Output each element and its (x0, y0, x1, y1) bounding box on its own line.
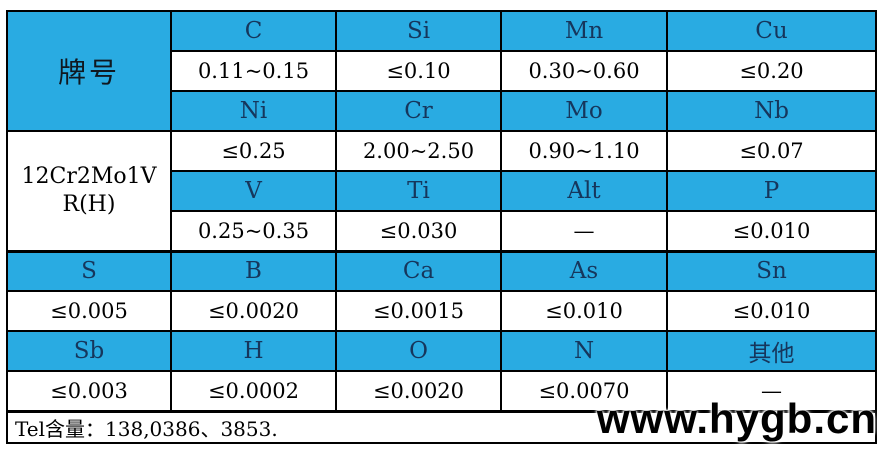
header-cell-ti: Ti (335, 170, 502, 212)
table-row-headers-2: Ni Cr Mo Nb (7, 90, 877, 132)
header-cell-p: P (666, 170, 877, 212)
value-cell-n: ≤0.0070 (500, 370, 668, 412)
value-cell-ca: ≤0.0015 (335, 290, 502, 332)
footer-note: Tel含量：138,0386、3853. (6, 409, 877, 444)
header-cell-alt: Alt (500, 170, 668, 212)
header-cell-o: O (335, 330, 502, 372)
value-cell-nb: ≤0.07 (666, 130, 877, 172)
grade-value-cell: 12Cr2Mo1VR(H) (6, 130, 172, 252)
value-cell-si: ≤0.10 (335, 50, 502, 92)
value-cell-other: — (666, 370, 877, 412)
header-cell-other: 其他 (666, 330, 877, 372)
header-cell-mo: Mo (500, 90, 668, 132)
value-cell-mn: 0.30~0.60 (500, 50, 668, 92)
value-cell-ti: ≤0.030 (335, 210, 502, 252)
header-cell-c: C (170, 10, 337, 52)
header-cell-cr: Cr (335, 90, 502, 132)
header-cell-v: V (170, 170, 337, 212)
value-cell-ni: ≤0.25 (170, 130, 337, 172)
value-cell-cr: 2.00~2.50 (335, 130, 502, 172)
composition-table: 牌号 C Si Mn Cu 0.11~0.15 ≤0.10 0.30~0.60 … (6, 10, 877, 444)
table-row-headers-3: V Ti Alt P (7, 170, 877, 212)
value-cell-sn: ≤0.010 (666, 290, 877, 332)
value-cell-as: ≤0.010 (500, 290, 668, 332)
table-row-values-2: 12Cr2Mo1VR(H) ≤0.25 2.00~2.50 0.90~1.10 … (6, 130, 877, 252)
value-cell-sb: ≤0.003 (6, 370, 172, 412)
table-row-headers-4: S B Ca As Sn (6, 249, 877, 292)
watermark-text: www.hygb.cn (596, 395, 877, 442)
value-cell-mo: 0.90~1.10 (500, 130, 668, 172)
value-cell-c: 0.11~0.15 (170, 50, 337, 92)
value-cell-v: 0.25~0.35 (170, 210, 337, 252)
header-cell-mn: Mn (500, 10, 668, 52)
value-cell-h: ≤0.0002 (170, 370, 337, 412)
grade-label-cell: 牌号 (6, 10, 172, 132)
header-cell-sn: Sn (666, 249, 877, 292)
value-cell-cu: ≤0.20 (666, 50, 877, 92)
table-row-values-1: 0.11~0.15 ≤0.10 0.30~0.60 ≤0.20 (7, 50, 877, 92)
header-cell-nb: Nb (666, 90, 877, 132)
header-cell-h: H (170, 330, 337, 372)
value-cell-o: ≤0.0020 (335, 370, 502, 412)
table-row-values-3: 0.25~0.35 ≤0.030 — ≤0.010 (7, 210, 877, 252)
table-row-footer: Tel含量：138,0386、3853. (6, 409, 877, 444)
header-cell-s: S (6, 249, 172, 292)
value-cell-p: ≤0.010 (666, 210, 877, 252)
header-cell-n: N (500, 330, 668, 372)
value-cell-b: ≤0.0020 (170, 290, 337, 332)
header-cell-as: As (500, 249, 668, 292)
table-row-headers-1: 牌号 C Si Mn Cu (6, 10, 877, 132)
value-cell-alt: — (500, 210, 668, 252)
header-cell-b: B (170, 249, 337, 292)
header-cell-ca: Ca (335, 249, 502, 292)
table-row-values-4: ≤0.005 ≤0.0020 ≤0.0015 ≤0.010 ≤0.010 (6, 290, 877, 332)
table-row-headers-5: Sb H O N 其他 (6, 330, 877, 372)
table-row-values-5: ≤0.003 ≤0.0002 ≤0.0020 ≤0.0070 — (6, 370, 877, 412)
header-cell-cu: Cu (666, 10, 877, 52)
value-cell-s: ≤0.005 (6, 290, 172, 332)
header-cell-ni: Ni (170, 90, 337, 132)
header-cell-sb: Sb (6, 330, 172, 372)
header-cell-si: Si (335, 10, 502, 52)
